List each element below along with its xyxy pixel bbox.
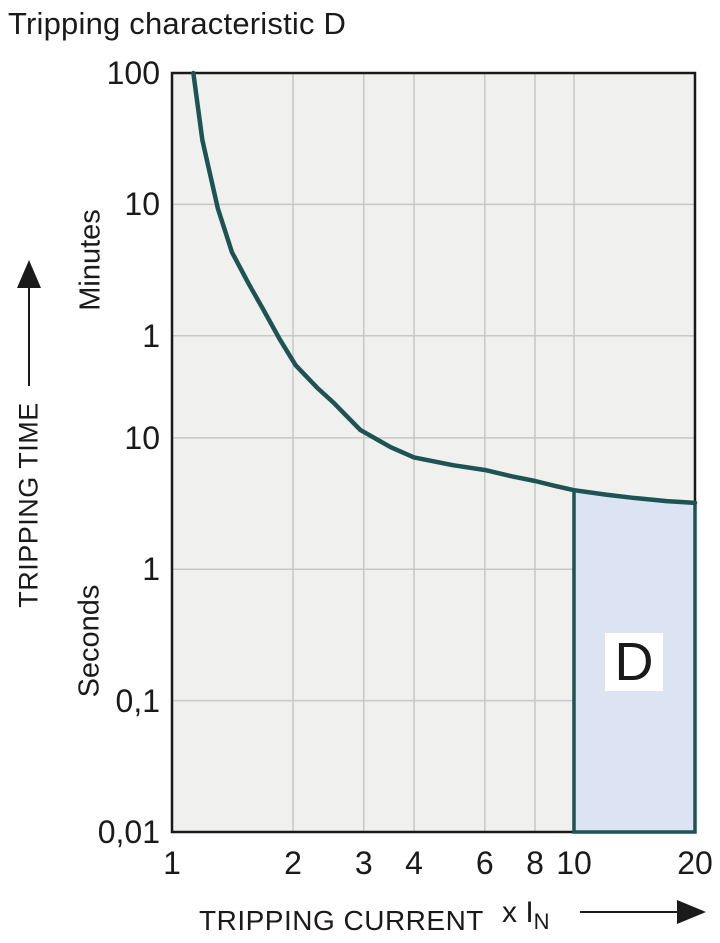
x-tick-label: 2 [284, 845, 302, 881]
x-axis-title: TRIPPING CURRENT [199, 905, 484, 936]
y-tick-label: 0,01 [97, 814, 160, 850]
y-tick-label: 10 [124, 419, 160, 456]
x-tick-label: 20 [677, 845, 713, 881]
x-tick-label: 3 [354, 845, 373, 881]
x-unit-subscript: N [533, 909, 550, 934]
right-arrow-icon [580, 900, 706, 924]
y-axis-title: TRIPPING TIME [13, 402, 44, 608]
y-tick-label: 1 [142, 317, 160, 354]
x-tick-label: 10 [556, 845, 592, 881]
x-tick-label: 4 [405, 845, 423, 881]
y-unit-minutes-label: Minutes [74, 209, 107, 311]
x-unit-text: x I [502, 896, 534, 929]
up-arrow-icon [17, 260, 41, 386]
y-tick-label: 1 [142, 551, 160, 588]
x-tick-label: 6 [475, 845, 494, 881]
x-tick-label: 1 [163, 845, 181, 881]
y-tick-label: 10 [124, 186, 160, 223]
y-tick-label: 0,1 [115, 682, 160, 719]
x-tick-label: 8 [526, 845, 544, 881]
y-unit-seconds-label: Seconds [73, 584, 106, 698]
chart-title: Tripping characteristic D [8, 6, 347, 41]
x-axis-unit: x IN [502, 896, 550, 935]
region-label-box: D [605, 633, 663, 691]
y-tick-label: 100 [106, 55, 160, 91]
region-label: D [614, 632, 654, 692]
